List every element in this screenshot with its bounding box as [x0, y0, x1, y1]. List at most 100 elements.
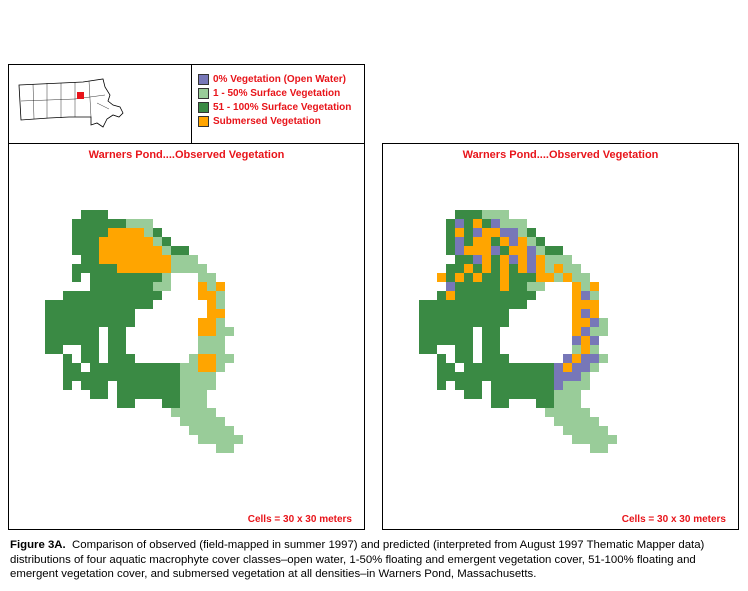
- vegetation-51-100-cell: [63, 354, 72, 363]
- vegetation-1-50-cell: [554, 255, 563, 264]
- vegetation-51-100-cell: [81, 219, 90, 228]
- vegetation-1-50-cell: [153, 237, 162, 246]
- vegetation-1-50-cell: [545, 264, 554, 273]
- vegetation-51-100-cell: [99, 291, 108, 300]
- vegetation-51-100-cell: [446, 228, 455, 237]
- vegetation-51-100-cell: [464, 219, 473, 228]
- vegetation-51-100-cell: [144, 390, 153, 399]
- submersed-vegetation-cell: [464, 246, 473, 255]
- vegetation-1-50-cell: [500, 210, 509, 219]
- vegetation-1-50-cell: [518, 228, 527, 237]
- vegetation-1-50-cell: [144, 228, 153, 237]
- submersed-vegetation-cell: [126, 246, 135, 255]
- vegetation-51-100-cell: [491, 309, 500, 318]
- open-water-cell: [509, 255, 518, 264]
- vegetation-51-100-cell: [135, 291, 144, 300]
- vegetation-51-100-cell: [437, 309, 446, 318]
- submersed-vegetation-cell: [108, 237, 117, 246]
- vegetation-1-50-cell: [216, 300, 225, 309]
- legend-box: 0% Vegetation (Open Water) 1 - 50% Surfa…: [8, 64, 365, 144]
- vegetation-51-100-cell: [473, 372, 482, 381]
- vegetation-51-100-cell: [54, 309, 63, 318]
- vegetation-51-100-cell: [72, 228, 81, 237]
- submersed-vegetation-cell: [563, 363, 572, 372]
- vegetation-51-100-cell: [99, 372, 108, 381]
- vegetation-51-100-cell: [491, 273, 500, 282]
- vegetation-51-100-cell: [491, 381, 500, 390]
- vegetation-51-100-cell: [81, 309, 90, 318]
- vegetation-51-100-cell: [72, 300, 81, 309]
- vegetation-1-50-cell: [225, 354, 234, 363]
- vegetation-51-100-cell: [437, 363, 446, 372]
- open-water-cell: [455, 237, 464, 246]
- vegetation-51-100-cell: [99, 273, 108, 282]
- vegetation-51-100-cell: [99, 210, 108, 219]
- vegetation-51-100-cell: [446, 309, 455, 318]
- vegetation-51-100-cell: [473, 264, 482, 273]
- vegetation-51-100-cell: [491, 300, 500, 309]
- submersed-vegetation-cell: [518, 246, 527, 255]
- vegetation-1-50-cell: [599, 318, 608, 327]
- vegetation-1-50-cell: [189, 381, 198, 390]
- open-water-cell: [455, 246, 464, 255]
- submersed-vegetation-cell: [126, 255, 135, 264]
- legend: 0% Vegetation (Open Water) 1 - 50% Surfa…: [192, 65, 364, 143]
- vegetation-1-50-cell: [554, 417, 563, 426]
- vegetation-51-100-cell: [90, 390, 99, 399]
- vegetation-51-100-cell: [455, 264, 464, 273]
- submersed-vegetation-cell: [536, 264, 545, 273]
- vegetation-51-100-cell: [54, 336, 63, 345]
- vegetation-51-100-cell: [153, 390, 162, 399]
- vegetation-51-100-cell: [99, 300, 108, 309]
- submersed-vegetation-cell: [135, 237, 144, 246]
- vegetation-1-50-cell: [180, 372, 189, 381]
- vegetation-1-50-cell: [581, 381, 590, 390]
- open-water-cell: [590, 354, 599, 363]
- submersed-vegetation-cell: [198, 327, 207, 336]
- vegetation-1-50-cell: [189, 363, 198, 372]
- vegetation-1-50-cell: [572, 435, 581, 444]
- vegetation-51-100-cell: [464, 282, 473, 291]
- vegetation-1-50-cell: [189, 354, 198, 363]
- submersed-vegetation-cell: [590, 300, 599, 309]
- vegetation-51-100-cell: [473, 318, 482, 327]
- vegetation-1-50-cell: [536, 246, 545, 255]
- vegetation-1-50-cell: [563, 426, 572, 435]
- vegetation-51-100-cell: [473, 291, 482, 300]
- vegetation-1-50-cell: [216, 354, 225, 363]
- vegetation-51-100-cell: [446, 336, 455, 345]
- vegetation-51-100-cell: [491, 390, 500, 399]
- vegetation-51-100-cell: [153, 381, 162, 390]
- vegetation-51-100-cell: [90, 345, 99, 354]
- vegetation-1-50-cell: [581, 282, 590, 291]
- vegetation-1-50-cell: [207, 345, 216, 354]
- vegetation-1-50-cell: [554, 408, 563, 417]
- vegetation-51-100-cell: [81, 264, 90, 273]
- vegetation-51-100-cell: [500, 318, 509, 327]
- vegetation-51-100-cell: [518, 390, 527, 399]
- vegetation-1-50-cell: [189, 417, 198, 426]
- vegetation-51-100-cell: [108, 282, 117, 291]
- vegetation-51-100-cell: [464, 327, 473, 336]
- vegetation-51-100-cell: [482, 318, 491, 327]
- vegetation-51-100-cell: [518, 273, 527, 282]
- submersed-vegetation-cell: [144, 255, 153, 264]
- submersed-vegetation-cell: [126, 237, 135, 246]
- vegetation-1-50-cell: [216, 363, 225, 372]
- open-water-cell: [491, 219, 500, 228]
- vegetation-51-100-cell: [455, 372, 464, 381]
- vegetation-1-50-cell: [189, 255, 198, 264]
- vegetation-51-100-cell: [117, 291, 126, 300]
- submersed-vegetation-cell: [117, 237, 126, 246]
- vegetation-51-100-cell: [54, 318, 63, 327]
- vegetation-51-100-cell: [500, 399, 509, 408]
- vegetation-51-100-cell: [437, 336, 446, 345]
- vegetation-51-100-cell: [117, 219, 126, 228]
- vegetation-1-50-cell: [563, 408, 572, 417]
- vegetation-51-100-cell: [108, 327, 117, 336]
- vegetation-51-100-cell: [518, 363, 527, 372]
- vegetation-51-100-cell: [437, 381, 446, 390]
- vegetation-51-100-cell: [81, 246, 90, 255]
- vegetation-1-50-cell: [207, 372, 216, 381]
- vegetation-1-50-cell: [198, 336, 207, 345]
